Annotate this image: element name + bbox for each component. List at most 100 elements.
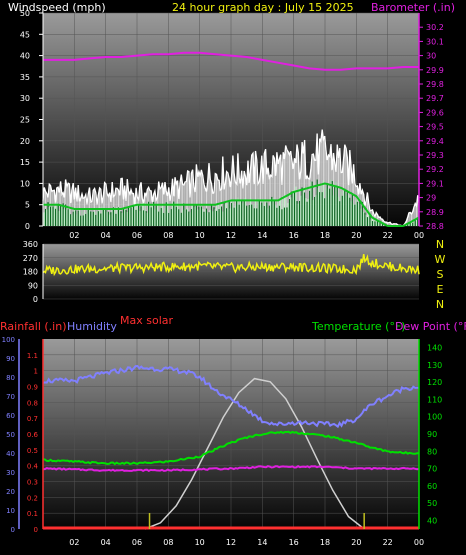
- barometer-y-tick-label: 29.8: [426, 80, 444, 89]
- wind-y-tick-label: 30: [20, 94, 30, 103]
- max-solar-title: Max solar: [120, 314, 173, 327]
- barometer-y-tick-label: 29.6: [426, 108, 444, 117]
- compass-label: W: [435, 253, 446, 266]
- humidity-y-tick-label: 60: [6, 412, 15, 420]
- rainfall-y-tick-label: 0.1: [27, 510, 38, 518]
- wind-x-tick-label: 06: [132, 231, 142, 240]
- humidity-y-tick-label: 50: [6, 431, 15, 439]
- wind-y-tick-label: 25: [20, 116, 30, 125]
- humidity-y-tick-label: 80: [6, 374, 15, 382]
- compass-label: S: [437, 268, 444, 281]
- humidity-y-axis: 0 10 20 30 40 50 60 70 80 90 100: [2, 336, 20, 534]
- direction-grid: [43, 243, 419, 300]
- rainfall-y-tick-label: 0.6: [27, 431, 39, 439]
- temperature-y-tick-label: 110: [427, 395, 442, 404]
- wind-axis-title: Windspeed (mph): [8, 1, 106, 14]
- rainfall-y-tick-label: 0.4: [27, 463, 39, 471]
- wind-x-tick-label: 10: [195, 231, 205, 240]
- temperature-x-tick-label: 02: [69, 538, 79, 547]
- dewpoint-axis-title: Dew Point (°F): [395, 320, 466, 333]
- direction-y-axis: 0 90 180 270 360: [23, 240, 44, 304]
- barometer-y-tick-label: 30.2: [426, 23, 444, 32]
- direction-y-tick-label: 90: [28, 281, 38, 290]
- humidity-y-tick-label: 30: [6, 469, 15, 477]
- temperature-x-tick-label: 22: [383, 538, 393, 547]
- wind-x-tick-label: 20: [351, 231, 361, 240]
- wind-x-tick-label: 08: [163, 231, 173, 240]
- wind-y-tick-label: 35: [20, 73, 30, 82]
- humidity-y-tick-label: 10: [6, 507, 15, 515]
- wind-x-tick-label: 04: [101, 231, 111, 240]
- barometer-y-tick-label: 30: [426, 52, 436, 61]
- temperature-x-tick-label: 12: [226, 538, 236, 547]
- temperature-y-axis: 40 50 60 70 80 90 100 110 120 130 140: [418, 339, 442, 529]
- temperature-y-tick-label: 50: [427, 499, 437, 508]
- humidity-axis-title: Humidity: [67, 320, 117, 333]
- wind-average-bars: [42, 179, 420, 226]
- wind-x-tick-label: 02: [69, 231, 79, 240]
- wind-y-tick-label: 45: [20, 30, 30, 39]
- wind-y-axis: 0 5 10 15 20 25 30 35 40 45 50: [20, 9, 44, 231]
- temperature-y-tick-label: 100: [427, 413, 442, 422]
- temperature-y-tick-label: 60: [427, 482, 437, 491]
- wind-y-tick-label: 40: [20, 52, 30, 61]
- compass-label: N: [436, 238, 444, 251]
- max-solar-curve: [144, 377, 365, 530]
- temperature-x-tick-label: 14: [257, 538, 267, 547]
- wind-y-tick-label: 10: [20, 179, 30, 188]
- wind-x-tick-label: 18: [320, 231, 330, 240]
- barometer-y-tick-label: 28.8: [426, 222, 444, 231]
- temperature-line: [42, 430, 420, 466]
- temperature-y-tick-label: 120: [427, 378, 442, 387]
- rainfall-y-tick-label: 0.5: [27, 447, 38, 455]
- temperature-x-tick-label: 20: [351, 538, 361, 547]
- wind-x-tick-label: 22: [383, 231, 393, 240]
- wind-x-tick-label: 12: [226, 231, 236, 240]
- humidity-y-tick-label: 20: [6, 488, 15, 496]
- temperature-x-tick-label: 08: [163, 538, 173, 547]
- compass-label: N: [436, 298, 444, 311]
- barometer-y-tick-label: 29.4: [426, 137, 444, 146]
- barometer-y-tick-label: 29.9: [426, 66, 444, 75]
- wind-x-tick-label: 14: [257, 231, 267, 240]
- temperature-x-tick-label: 04: [101, 538, 111, 547]
- barometer-y-tick-label: 29.7: [426, 94, 444, 103]
- rainfall-y-tick-label: 0.3: [27, 479, 38, 487]
- barometer-axis-title: Barometer (.in): [371, 1, 455, 14]
- average-wind-line: [43, 182, 420, 227]
- temperature-x-tick-label: 16: [289, 538, 299, 547]
- humidity-line: [42, 364, 420, 429]
- compass-label: E: [437, 283, 444, 296]
- temperature-axis-title: Temperature (°F): [311, 320, 406, 333]
- temperature-x-tick-label: 06: [132, 538, 142, 547]
- barometer-line: [43, 51, 419, 71]
- barometer-y-tick-label: 29.1: [426, 179, 444, 188]
- direction-y-tick-label: 270: [23, 254, 38, 263]
- barometer-y-tick-label: 29.2: [426, 165, 444, 174]
- wind-x-tick-label: 00: [414, 231, 424, 240]
- barometer-y-tick-label: 29.5: [426, 123, 444, 132]
- rainfall-y-tick-label: 0.8: [27, 399, 38, 407]
- rainfall-y-tick-label: 1: [34, 368, 38, 376]
- humidity-y-tick-label: 40: [6, 450, 15, 458]
- temperature-y-tick-label: 80: [427, 447, 437, 456]
- rainfall-y-tick-label: 0.9: [27, 384, 38, 392]
- temperature-y-tick-label: 130: [427, 361, 442, 370]
- temperature-y-tick-label: 70: [427, 465, 437, 474]
- graph-date-title: 24 hour graph day : July 15 2025: [172, 1, 354, 14]
- barometer-y-axis: 28.8 28.9 29 29.1 29.2 29.3 29.4 29.5 29.6 29.7 29…: [418, 13, 444, 231]
- wind-y-tick-label: 0: [25, 222, 30, 231]
- temperature-x-tick-label: 00: [414, 538, 424, 547]
- dewpoint-line: [43, 465, 420, 473]
- barometer-y-tick-label: 29.3: [426, 151, 444, 160]
- rainfall-y-tick-label: 0.7: [27, 415, 38, 423]
- rainfall-y-tick-label: 1.1: [27, 352, 38, 360]
- rainfall-y-axis: 0 0.1 0.2 0.3 0.4 0.5 0.6 0.7 0.8 0.9 1 1.1: [27, 339, 44, 534]
- humidity-y-tick-label: 90: [6, 355, 15, 363]
- wind-y-tick-label: 5: [25, 201, 30, 210]
- wind-x-tick-label: 16: [289, 231, 299, 240]
- wind-x-axis: 02 04 06 08 10 12 14 16 18 20 22 00: [69, 231, 424, 240]
- humidity-y-tick-label: 100: [2, 336, 15, 344]
- humidity-y-tick-label: 70: [6, 393, 15, 401]
